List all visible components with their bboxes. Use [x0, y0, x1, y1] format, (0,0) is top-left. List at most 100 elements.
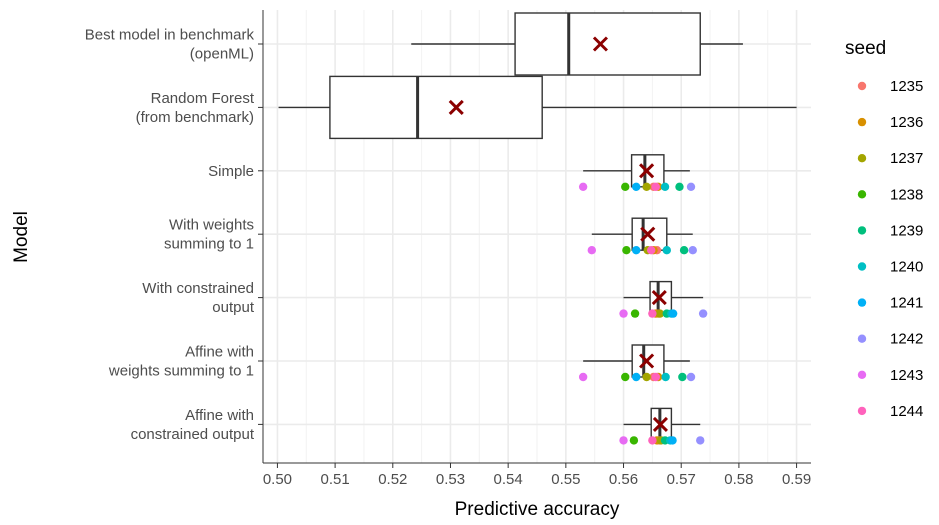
legend-label: 1244: [890, 403, 923, 420]
seed-point: [629, 436, 639, 445]
legend-swatch: [857, 298, 867, 307]
y-tick-label-line: (openML): [190, 46, 254, 63]
seed-point: [675, 182, 684, 191]
seed-point: [651, 372, 661, 382]
seed-point: [630, 309, 640, 318]
y-tick-label-line: constrained output: [131, 426, 255, 443]
legend-swatch: [857, 154, 867, 163]
legend-label: 1242: [890, 331, 923, 348]
iqr-box: [329, 75, 543, 140]
seed-point: [578, 372, 588, 382]
box-plot: [278, 75, 797, 140]
legend-label: 1238: [890, 186, 923, 203]
x-axis-title: Predictive accuracy: [455, 499, 620, 520]
axes: 0.50 0.51 0.52 0.53 0.54 0.55 0.56 0.57 0.58 0.59…: [85, 10, 811, 488]
y-tick-label-line: Random Forest: [151, 90, 255, 107]
legend-swatch: [857, 406, 867, 416]
box-plot: [591, 217, 693, 251]
seed-point: [688, 246, 697, 255]
y-tick-label-line: summing to 1: [164, 236, 254, 253]
seed-points: [578, 182, 708, 445]
legend-swatch: [857, 262, 867, 271]
legend: seed 1235 1236 1237 1238 1239 1240 1241 1242 124…: [845, 38, 923, 420]
mean-marker: [651, 290, 667, 306]
legend-item: 1241: [857, 295, 923, 312]
seed-point: [655, 309, 665, 318]
y-tick-label-line: output: [212, 299, 255, 316]
legend-label: 1239: [890, 222, 923, 239]
seed-point: [632, 246, 641, 255]
legend-item: 1240: [857, 259, 923, 276]
legend-label: 1235: [890, 78, 923, 95]
seed-point: [648, 436, 657, 445]
seed-point: [696, 436, 705, 445]
y-tick-label-line: Best model in benchmark: [85, 27, 255, 44]
seed-point: [642, 182, 651, 191]
legend-label: 1237: [890, 150, 923, 167]
box-plot: [583, 154, 690, 188]
legend-item: 1242: [857, 331, 923, 348]
legend-item: 1237: [857, 150, 923, 167]
seed-point: [678, 372, 687, 382]
seed-point: [660, 182, 670, 191]
y-axis-title: Model: [11, 211, 32, 263]
x-tick-label: 0.53: [436, 471, 465, 488]
seed-point: [622, 246, 631, 255]
y-tick-label: Affine with weights summing to 1: [108, 344, 254, 380]
y-tick-label-line: With constrained: [142, 280, 254, 297]
box-plot: [623, 280, 704, 315]
seed-point: [668, 436, 677, 445]
x-tick-label: 0.59: [782, 471, 811, 488]
x-tick-label: 0.56: [609, 471, 638, 488]
seed-point: [578, 182, 588, 191]
y-tick-label: With constrained output: [142, 280, 255, 316]
legend-label: 1236: [890, 114, 923, 131]
mean-marker: [652, 416, 669, 432]
seed-point: [642, 372, 651, 382]
legend-swatch: [857, 117, 867, 127]
seed-point: [679, 246, 689, 255]
y-tick-label: With weights summing to 1: [164, 217, 254, 253]
legend-swatch: [857, 226, 867, 235]
seed-point: [662, 246, 671, 255]
x-tick-label: 0.54: [494, 471, 523, 488]
legend-swatch: [857, 334, 867, 343]
seed-point: [647, 246, 656, 255]
x-tick-label: 0.52: [378, 471, 407, 488]
y-tick-label-line: (from benchmark): [136, 109, 254, 126]
legend-swatch: [857, 190, 867, 199]
iqr-box: [514, 12, 701, 76]
y-tick-label-line: Simple: [208, 163, 254, 180]
seed-point: [621, 372, 630, 382]
seed-point: [668, 309, 678, 318]
seed-point: [619, 309, 628, 318]
seed-point: [686, 182, 696, 191]
seed-point: [648, 309, 657, 318]
seed-point: [632, 182, 641, 191]
x-tick-label: 0.57: [667, 471, 696, 488]
legend-title: seed: [845, 38, 886, 59]
box-plot: [583, 344, 690, 378]
seed-point: [587, 246, 596, 255]
seed-point: [621, 182, 630, 191]
legend-item: 1239: [857, 222, 923, 239]
y-tick-label: Best model in benchmark (openML): [85, 27, 255, 63]
x-tick-label: 0.58: [724, 471, 753, 488]
legend-swatch: [857, 81, 867, 91]
y-tick-label: Random Forest (from benchmark): [136, 90, 255, 126]
y-tick-label: Affine with constrained output: [131, 407, 255, 443]
box-plot: [411, 12, 743, 76]
y-tick-label-line: With weights: [169, 217, 254, 234]
mean-marker: [639, 353, 655, 369]
legend-label: 1243: [890, 367, 923, 384]
x-tick-label: 0.55: [551, 471, 580, 488]
legend-item: 1244: [857, 403, 923, 420]
mean-markers: [448, 36, 669, 432]
x-tick-label: 0.50: [263, 471, 292, 488]
box-plots: [278, 12, 797, 442]
legend-item: 1238: [857, 186, 923, 203]
x-tick-label: 0.51: [321, 471, 350, 488]
y-tick-label-line: Affine with: [185, 344, 254, 361]
y-tick-label-line: Affine with: [185, 407, 254, 424]
